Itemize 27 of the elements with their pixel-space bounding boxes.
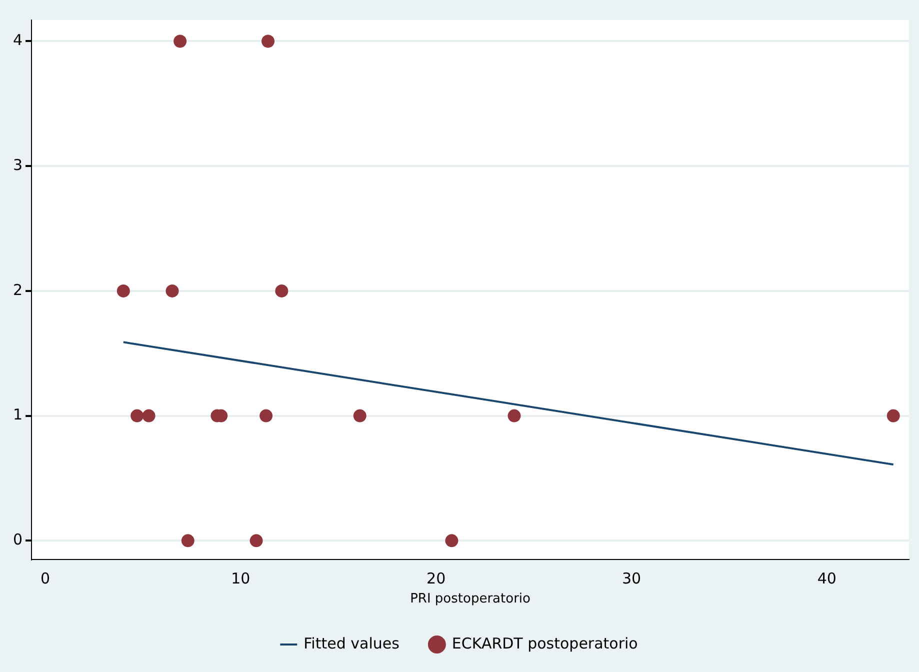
x-tick-label: 40 bbox=[817, 569, 836, 588]
y-tick-label: 2 bbox=[12, 280, 23, 299]
x-tick-label: 10 bbox=[231, 569, 250, 588]
point bbox=[275, 284, 288, 298]
point bbox=[166, 284, 179, 298]
legend-label: Fitted values bbox=[304, 634, 400, 652]
y-tick-label: 1 bbox=[12, 406, 23, 424]
y-tick-label: 3 bbox=[12, 156, 23, 174]
point bbox=[262, 34, 275, 48]
point bbox=[886, 409, 900, 422]
point bbox=[250, 534, 263, 548]
y-tick-label: 0 bbox=[12, 530, 23, 549]
point bbox=[116, 284, 130, 298]
point bbox=[508, 409, 521, 422]
point bbox=[181, 534, 194, 548]
point bbox=[353, 409, 366, 422]
point bbox=[174, 34, 187, 48]
point bbox=[445, 534, 458, 548]
legend-label: ECKARDT postoperatorio bbox=[452, 634, 638, 652]
y-tick-label: 4 bbox=[12, 31, 23, 50]
point bbox=[260, 409, 273, 422]
x-tick-label: 0 bbox=[40, 569, 50, 588]
x-tick-label: 30 bbox=[622, 569, 642, 588]
x-tick-label: 20 bbox=[426, 569, 446, 588]
x-axis-title: PRI postoperatorio bbox=[410, 592, 531, 607]
point bbox=[130, 409, 144, 422]
point bbox=[142, 409, 156, 422]
